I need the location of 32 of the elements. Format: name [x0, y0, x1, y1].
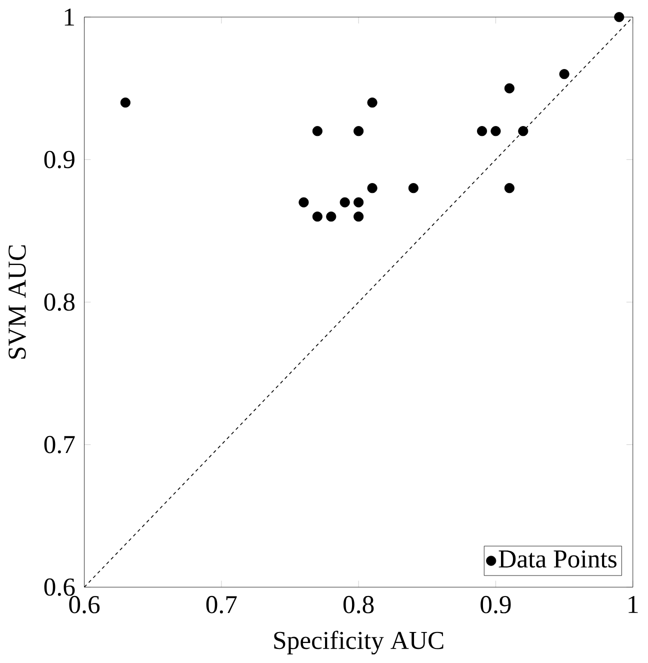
point	[408, 183, 419, 194]
point	[340, 197, 350, 208]
x-tick-label: 0.9	[480, 596, 511, 614]
x-axis-title: Specificity AUC	[274, 630, 444, 654]
point	[614, 12, 624, 22]
point	[477, 126, 488, 136]
point	[518, 126, 528, 136]
point	[354, 212, 364, 222]
y-tick-label: 0.6	[44, 578, 75, 596]
point	[120, 98, 131, 108]
point	[504, 183, 515, 194]
point	[490, 126, 501, 136]
point	[367, 98, 378, 108]
point	[312, 126, 323, 136]
point	[298, 197, 309, 208]
x-tick-label: 0.8	[344, 596, 374, 614]
x-tick-label: 0.6	[69, 596, 100, 614]
y-tick-label: 1	[64, 8, 74, 26]
x-tick-label: 0.7	[206, 596, 237, 614]
y-tick-label: 0.7	[44, 436, 75, 454]
y-tick-label: 0.9	[44, 150, 74, 168]
point	[367, 183, 378, 194]
point	[354, 126, 364, 136]
point	[326, 212, 336, 222]
x-tick-label: 1	[628, 596, 638, 613]
legend-label: Data Points	[498, 550, 617, 568]
point	[312, 212, 323, 222]
point	[354, 197, 364, 208]
y-axis-title: SVM AUC	[8, 245, 26, 359]
point	[504, 83, 515, 94]
y-tick-label: 0.8	[44, 293, 75, 311]
point	[559, 69, 570, 80]
